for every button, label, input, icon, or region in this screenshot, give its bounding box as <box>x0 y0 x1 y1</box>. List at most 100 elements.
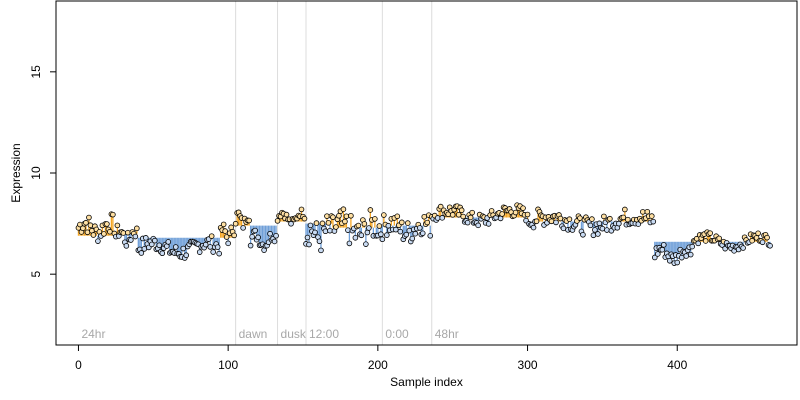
data-point <box>101 231 107 237</box>
data-point <box>533 218 540 225</box>
data-point <box>141 246 148 252</box>
data-point <box>577 215 583 221</box>
data-point <box>128 237 134 243</box>
y-tick-label: 10 <box>29 166 43 180</box>
data-point <box>607 215 613 222</box>
data-point <box>210 249 216 255</box>
data-point <box>650 218 657 225</box>
data-point <box>695 240 701 247</box>
data-point <box>651 254 658 261</box>
data-point <box>404 220 411 226</box>
data-point <box>223 234 230 240</box>
data-point <box>437 203 444 210</box>
data-point <box>604 227 610 233</box>
data-point <box>372 216 378 222</box>
data-point <box>134 225 140 232</box>
data-point <box>455 211 462 218</box>
data-point <box>524 211 531 218</box>
data-point <box>247 242 254 249</box>
data-point <box>740 245 746 251</box>
data-point <box>460 213 466 220</box>
data-point <box>232 220 239 227</box>
data-point <box>271 238 278 245</box>
data-point <box>654 251 661 257</box>
data-point <box>595 231 601 237</box>
data-point <box>416 225 423 231</box>
data-point <box>324 213 330 219</box>
data-point <box>660 242 667 248</box>
data-point <box>767 242 773 249</box>
data-point <box>587 222 594 229</box>
data-point <box>397 228 404 235</box>
data-point <box>307 222 314 229</box>
data-point <box>149 241 155 248</box>
data-point <box>557 215 564 222</box>
plot-frame <box>55 0 798 346</box>
data-point <box>580 231 586 238</box>
data-point <box>165 239 172 245</box>
data-point <box>659 246 666 253</box>
x-tick-label: 100 <box>218 358 238 372</box>
data-point <box>214 244 221 250</box>
data-point <box>419 230 426 237</box>
data-point <box>125 229 131 236</box>
data-point <box>439 215 446 221</box>
data-point <box>406 227 413 234</box>
y-tick-label: 15 <box>29 65 43 79</box>
x-tick-label: 300 <box>518 358 538 372</box>
data-point <box>640 209 646 215</box>
data-point <box>152 237 158 244</box>
data-point <box>322 228 329 235</box>
marker-label: 24hr <box>81 327 105 341</box>
y-axis: 5 10 15 <box>29 65 56 278</box>
data-point <box>385 222 392 229</box>
data-point <box>759 239 766 246</box>
data-point <box>87 222 94 228</box>
data-point <box>333 224 339 230</box>
x-tick-label: 200 <box>368 358 388 372</box>
data-point <box>687 251 694 258</box>
data-point <box>475 222 481 229</box>
data-point <box>512 209 519 216</box>
marker-label: 48hr <box>435 327 459 341</box>
data-point <box>327 227 333 234</box>
data-point <box>378 231 384 238</box>
data-point <box>138 250 145 256</box>
data-point <box>240 225 246 231</box>
data-point <box>183 252 190 259</box>
x-axis: 0 100 200 300 400 <box>75 345 688 372</box>
data-point <box>246 217 252 224</box>
data-point <box>749 237 755 244</box>
data-point <box>530 224 537 231</box>
data-point <box>666 258 673 264</box>
data-point <box>409 235 416 242</box>
data-point <box>83 219 89 226</box>
data-point <box>231 232 237 239</box>
data-point <box>674 259 681 266</box>
x-axis-label: Sample index <box>390 375 463 389</box>
data-point <box>590 232 597 239</box>
data-point <box>343 213 350 220</box>
data-point <box>367 207 374 213</box>
data-point <box>313 220 320 226</box>
data-point <box>403 231 410 238</box>
data-point <box>252 227 258 234</box>
data-point <box>361 221 368 227</box>
data-point <box>424 219 431 226</box>
data-point <box>702 238 709 244</box>
marker-label: dusk <box>281 327 307 341</box>
data-point <box>469 209 475 216</box>
data-point <box>355 222 362 229</box>
data-point <box>202 241 209 248</box>
data-point <box>376 223 383 229</box>
data-point <box>86 214 92 221</box>
data-point <box>225 240 231 247</box>
data-point <box>318 247 324 254</box>
data-point <box>553 219 559 226</box>
data-point <box>716 235 722 242</box>
data-point <box>464 219 471 226</box>
marker-label: 0:00 <box>385 327 409 341</box>
data-point <box>172 244 179 250</box>
data-point <box>648 213 655 219</box>
